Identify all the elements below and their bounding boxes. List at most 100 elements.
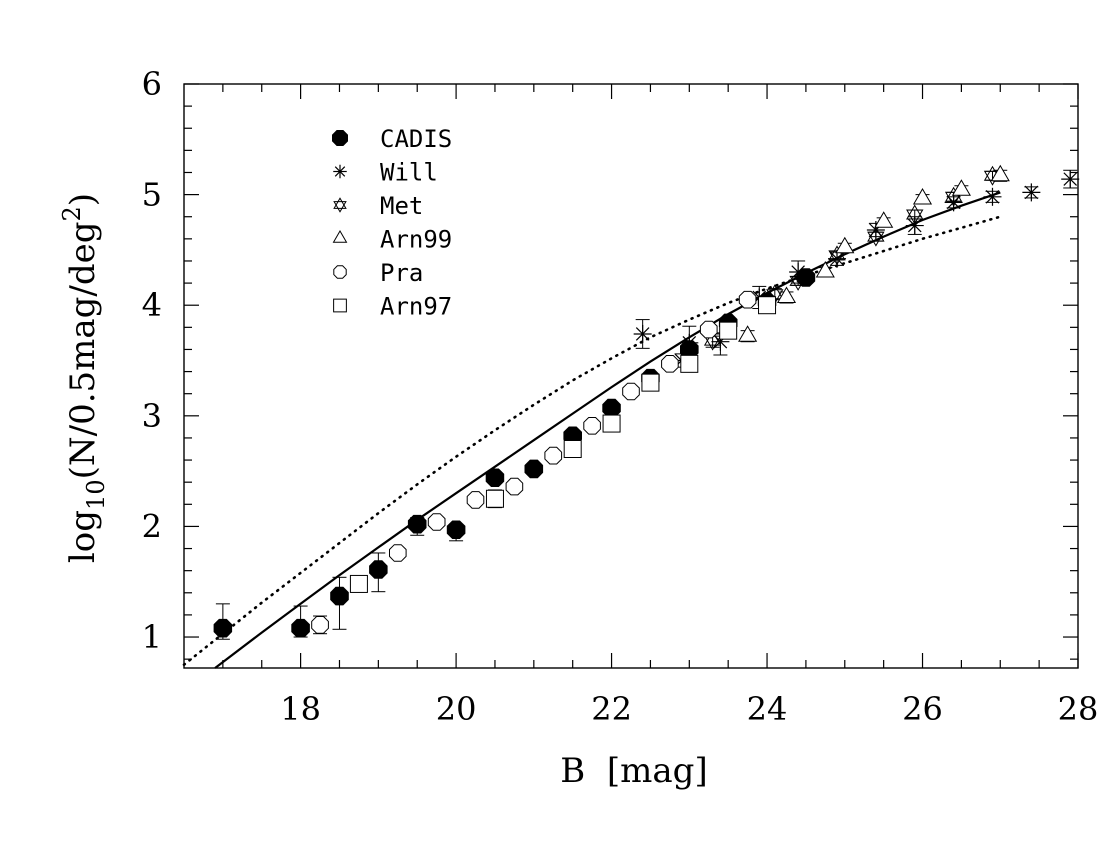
star-triangle-down: [789, 275, 807, 291]
data-point: [758, 296, 777, 315]
data-point: [524, 459, 544, 479]
data-point: [738, 325, 758, 342]
data-point: [680, 333, 699, 352]
legend-item: Arn99: [332, 226, 452, 254]
data-point: [505, 477, 524, 496]
legend-label: CADIS: [380, 125, 452, 153]
data-point: [867, 226, 885, 247]
legend-marker: [332, 130, 348, 146]
legend-label: Will: [380, 159, 438, 187]
asterisk-stroke: [334, 166, 346, 177]
data-point: [466, 491, 485, 509]
data-point: [699, 320, 718, 339]
data-point: [213, 618, 233, 638]
data-point: [680, 354, 699, 373]
star-triangle-down: [944, 191, 963, 207]
dotted-model-curve: [182, 215, 1002, 666]
x-tick-label: 22: [591, 690, 632, 728]
y-axis-label-sup: 2: [58, 206, 86, 221]
model-curves: [182, 191, 1002, 669]
star-triangle-down: [333, 201, 347, 213]
star-triangle-up: [906, 204, 924, 220]
data-point: [622, 382, 640, 401]
data-point: [446, 520, 466, 539]
asterisk-stroke: [985, 190, 1000, 204]
legend-item: Will: [333, 159, 438, 187]
y-tick-label: 5: [142, 176, 162, 214]
data-points: [213, 164, 1080, 640]
asterisk-stroke: [635, 327, 650, 341]
data-point: [369, 560, 388, 579]
legend-item: Pra: [333, 259, 423, 287]
series-will: [633, 169, 1080, 370]
star-triangle-down: [867, 231, 885, 247]
data-point: [874, 211, 894, 228]
legend-label: Arn97: [380, 293, 452, 321]
series-arn97: [349, 296, 777, 593]
y-tick-label: 4: [142, 286, 162, 324]
legend-marker: [333, 265, 347, 279]
data-point: [291, 618, 310, 638]
data-point: [633, 324, 652, 343]
data-point: [602, 414, 621, 433]
data-point: [1061, 170, 1080, 189]
x-tick-label: 18: [280, 690, 321, 728]
star-triangle-up: [333, 197, 347, 209]
plot-area: [182, 83, 1080, 669]
asterisk-stroke: [682, 336, 697, 350]
data-point: [789, 270, 807, 291]
y-axis-label-rest: (N/0.5mag/deg: [63, 221, 103, 479]
data-point: [776, 286, 797, 303]
legend-marker: [333, 298, 347, 313]
data-point: [563, 440, 582, 458]
data-point: [835, 236, 855, 254]
data-point: [485, 468, 505, 487]
y-tick-label: 3: [142, 397, 162, 435]
legend-marker: [333, 164, 347, 179]
star-triangle-up: [789, 270, 807, 286]
series-arn99: [738, 164, 1010, 343]
legend-item: Met: [333, 192, 423, 220]
data-point: [990, 164, 1010, 182]
data-point: [661, 355, 679, 373]
asterisk-stroke: [907, 218, 922, 233]
legend: CADIS Will Met Arn99 Pra Arn97: [332, 125, 452, 321]
series-pra: [311, 290, 757, 635]
legend-label: Met: [380, 192, 423, 220]
x-axis-ticks: [222, 84, 1079, 668]
data-point: [544, 446, 563, 465]
data-point: [738, 290, 757, 309]
x-tick-label: 28: [1058, 690, 1099, 728]
y-tick-label: 1: [142, 618, 162, 656]
x-tick-labels: 18 20 22 24 26 28: [280, 690, 1098, 728]
legend-item: CADIS: [332, 125, 452, 153]
data-point: [1022, 183, 1041, 202]
data-point: [427, 513, 446, 531]
data-point: [311, 616, 329, 634]
data-point: [906, 204, 924, 225]
asterisk-stroke: [1063, 172, 1078, 186]
data-point: [330, 586, 349, 606]
data-point: [983, 187, 1002, 206]
data-point: [951, 179, 971, 196]
data-point: [719, 321, 738, 340]
y-tick-labels: 1 2 3 4 5 6: [142, 65, 162, 656]
x-tick-label: 26: [902, 690, 943, 728]
y-axis-label-end: ): [63, 193, 103, 206]
legend-label: Pra: [380, 259, 423, 287]
star-triangle-down: [906, 209, 924, 225]
y-axis-label-main: log: [63, 510, 103, 563]
plot-frame: [183, 83, 1079, 669]
legend-label: Arn99: [380, 226, 452, 254]
asterisk-stroke: [1024, 185, 1039, 200]
data-point: [641, 373, 660, 392]
data-point: [349, 574, 368, 593]
data-point: [815, 261, 835, 278]
legend-marker: [333, 197, 347, 213]
y-tick-label: 2: [142, 507, 162, 545]
x-axis-label: B [mag]: [560, 751, 707, 791]
data-point: [602, 398, 621, 418]
data-point: [583, 417, 601, 435]
star-triangle-up: [867, 226, 885, 242]
